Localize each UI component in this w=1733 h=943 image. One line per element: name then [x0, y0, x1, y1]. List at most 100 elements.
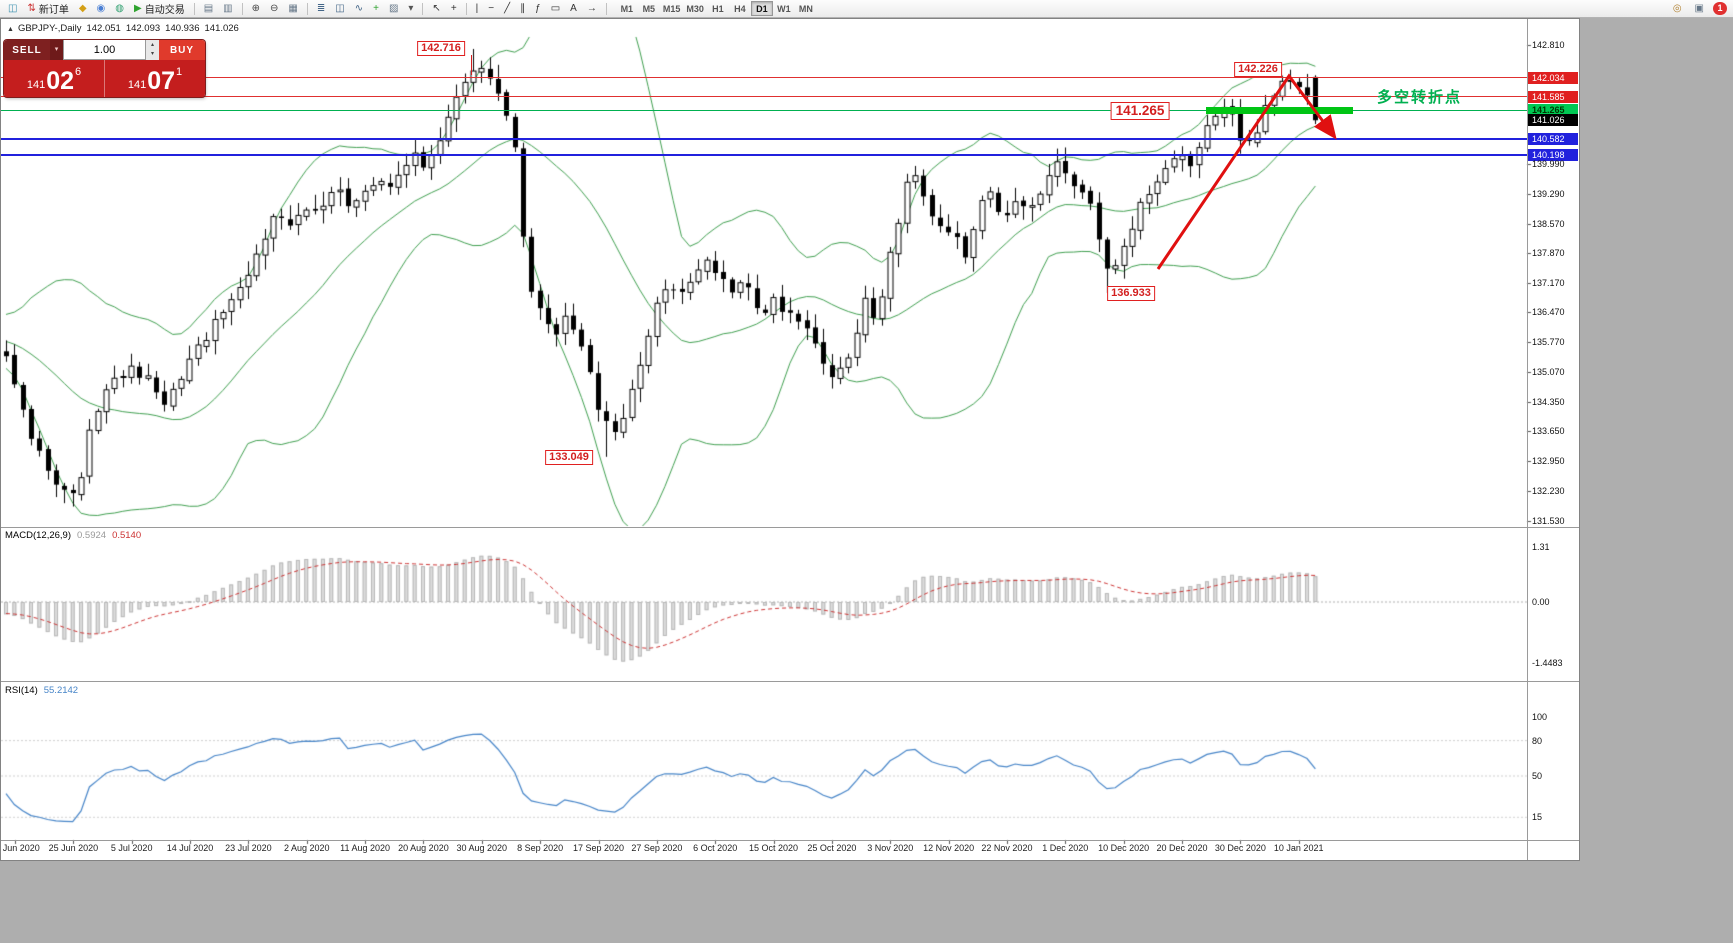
- price-callout-136933[interactable]: 136.933: [1107, 286, 1155, 301]
- timeframe-h1[interactable]: H1: [712, 4, 724, 14]
- line-chart-icon[interactable]: ∿: [351, 1, 367, 17]
- timeframe-m1[interactable]: M1: [620, 4, 634, 14]
- date-label-13: 15 Oct 2020: [749, 843, 799, 853]
- macd-rsi-divider[interactable]: [1, 681, 1579, 682]
- toolbar-separator: [422, 2, 424, 15]
- text-label-icon[interactable]: A: [566, 1, 581, 17]
- support-line-140198[interactable]: [1, 154, 1527, 157]
- volume-input[interactable]: 1.00: [63, 40, 146, 60]
- zoom-out-icon[interactable]: ⊖: [266, 1, 282, 17]
- chart-canvas[interactable]: [1, 19, 1579, 860]
- pivot-line-141265[interactable]: [1, 109, 1527, 111]
- macd-name: MACD(12,26,9): [5, 530, 71, 541]
- timeframes-dropdown-icon[interactable]: ▾: [404, 1, 417, 17]
- channel-icon[interactable]: ∥: [516, 1, 529, 17]
- crosshair-icon[interactable]: +: [447, 1, 461, 17]
- timeframe-m30[interactable]: M30: [686, 4, 704, 14]
- price-callout-142716[interactable]: 142.716: [417, 41, 465, 56]
- connection-icon[interactable]: ◎: [1669, 1, 1686, 17]
- vertical-line-icon[interactable]: |: [472, 1, 483, 17]
- notifications-icon[interactable]: ▣: [1691, 1, 1708, 17]
- date-label-6: 11 Aug 2020: [340, 843, 391, 853]
- date-label-10: 17 Sep 2020: [572, 843, 625, 853]
- volume-spinner[interactable]: ▴ ▾: [146, 40, 159, 60]
- price-scale-label-132950: 132.950: [1532, 455, 1565, 466]
- timeframe-m5[interactable]: M5: [642, 4, 656, 14]
- price-scale-label-141026: 141.026: [1528, 114, 1578, 127]
- buy-button[interactable]: BUY: [159, 40, 205, 60]
- resistance-line-142034[interactable]: [1, 77, 1527, 79]
- toolbar-separator: [465, 2, 467, 15]
- candlestick-chart-icon[interactable]: ◫: [331, 1, 348, 17]
- zoom-in-icon[interactable]: ⊕: [248, 1, 264, 17]
- strategy-tester-icon[interactable]: ◆: [75, 1, 91, 17]
- notification-count-badge[interactable]: 1: [1713, 2, 1727, 15]
- toolbar-separator: [241, 2, 243, 15]
- price-scale-label-134350: 134.350: [1532, 396, 1565, 407]
- resistance-line-141585[interactable]: [1, 96, 1527, 98]
- price-scale-label-141265: 141.265: [1528, 104, 1578, 117]
- date-label-3: 14 Jul 2020: [166, 843, 214, 853]
- timeframe-mn[interactable]: MN: [798, 4, 813, 14]
- new-order-button[interactable]: ⇅ 新订单: [23, 1, 72, 17]
- horizontal-line-icon-glyph: −: [488, 2, 495, 14]
- sell-dropdown-caret-icon[interactable]: ▾: [50, 40, 63, 60]
- price-scale-label-142034: 142.034: [1528, 71, 1578, 84]
- main-macd-divider[interactable]: [1, 527, 1579, 528]
- macd-signal-value: 0.5140: [112, 530, 142, 541]
- channel-icon-glyph: ∥: [520, 2, 526, 14]
- ask-pipette: 1: [176, 66, 183, 78]
- timeframe-h4[interactable]: H4: [734, 4, 746, 14]
- price-callout-133049[interactable]: 133.049: [545, 450, 593, 465]
- rsi-scale-label-80: 80: [1532, 735, 1543, 746]
- pivot-zone-bar[interactable]: [1206, 106, 1353, 114]
- sell-button[interactable]: SELL: [4, 40, 50, 60]
- trendline-icon[interactable]: ╱: [500, 1, 514, 17]
- tile-windows-icon-glyph: ▤: [203, 2, 214, 14]
- bar-chart-icon[interactable]: ≣: [313, 1, 329, 17]
- price-callout-142226[interactable]: 142.226: [1234, 62, 1282, 77]
- timeframe-m15[interactable]: M15: [662, 4, 681, 14]
- support-line-140582[interactable]: [1, 137, 1527, 140]
- date-label-12: 6 Oct 2020: [693, 843, 738, 853]
- cursor-icon[interactable]: ↖: [428, 1, 444, 17]
- spinner-up-icon[interactable]: ▴: [150, 42, 154, 48]
- chart-title: GBPJPY-,Daily: [17, 23, 82, 34]
- price-scale-label-139290: 139.290: [1532, 188, 1565, 199]
- macd-scale-label-000: 0.00: [1532, 597, 1550, 607]
- horizontal-line-icon[interactable]: −: [484, 1, 498, 17]
- price-scale-label-135070: 135.070: [1532, 366, 1565, 377]
- bid-price[interactable]: 141 02 6: [4, 60, 105, 97]
- cascade-windows-icon[interactable]: ▥: [219, 1, 236, 17]
- grid-icon[interactable]: ▦: [284, 1, 301, 17]
- arrows-tool-icon[interactable]: →: [583, 1, 601, 17]
- history-center-icon[interactable]: ◉: [93, 1, 110, 17]
- ohlc-open: 142.051: [86, 23, 121, 34]
- symbol-expand-icon[interactable]: ▲: [7, 26, 14, 33]
- one-click-prices: 141 02 6 141 07 1: [4, 60, 205, 97]
- toolbar-separator: [605, 2, 607, 15]
- date-label-14: 25 Oct 2020: [807, 843, 857, 853]
- timeframe-w1[interactable]: W1: [777, 4, 791, 14]
- ask-price[interactable]: 141 07 1: [105, 60, 205, 97]
- tile-windows-icon[interactable]: ▤: [200, 1, 217, 17]
- date-label-20: 20 Dec 2020: [1156, 843, 1208, 853]
- one-click-top-row: SELL ▾ 1.00 ▴ ▾ BUY: [4, 40, 205, 60]
- fibonacci-icon[interactable]: ƒ: [531, 1, 545, 17]
- templates-icon[interactable]: ▨: [385, 1, 402, 17]
- spinner-down-icon[interactable]: ▾: [150, 51, 154, 57]
- new-chart-icon[interactable]: ◫: [4, 1, 21, 17]
- date-label-5: 2 Aug 2020: [283, 843, 330, 853]
- add-indicator-icon[interactable]: +: [369, 1, 383, 17]
- market-icon[interactable]: ◍: [111, 1, 128, 17]
- price-callout-141265[interactable]: 141.265: [1110, 102, 1170, 120]
- autotrading-button[interactable]: ▶ 自动交易: [130, 1, 189, 17]
- shapes-icon[interactable]: ▭: [547, 1, 564, 17]
- timeframe-d1[interactable]: D1: [750, 1, 773, 16]
- price-scale-label-131530: 131.530: [1532, 515, 1565, 526]
- date-label-15: 3 Nov 2020: [867, 843, 914, 853]
- pivot-note-text[interactable]: 多空转折点: [1377, 89, 1463, 106]
- date-label-16: 12 Nov 2020: [923, 843, 975, 853]
- price-scale-divider[interactable]: [1527, 19, 1528, 860]
- price-scale-label-132230: 132.230: [1532, 486, 1565, 497]
